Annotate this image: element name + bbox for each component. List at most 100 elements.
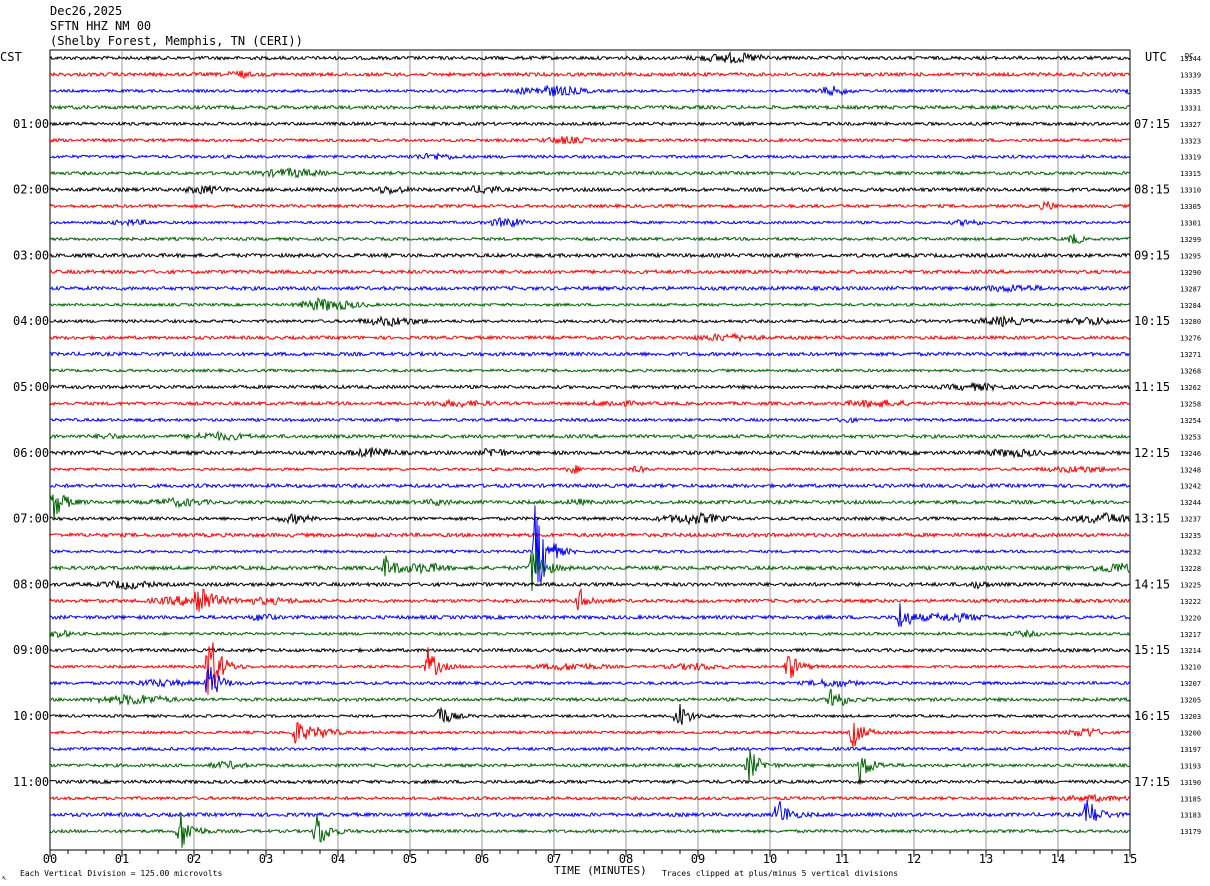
left-time-label: 09:00 [13, 643, 49, 657]
dc-value: 13210 [1180, 664, 1201, 672]
dc-value: 13287 [1180, 285, 1201, 293]
corner-mark: ↖ [2, 873, 7, 882]
right-timezone-label: UTC [1145, 50, 1167, 64]
trace-line [49, 184, 1131, 196]
header-location: (Shelby Forest, Memphis, TN (CERI)) [50, 34, 303, 48]
right-time-label: 16:15 [1134, 709, 1170, 723]
dc-value: 13214 [1180, 647, 1201, 655]
dc-value: 13323 [1180, 137, 1201, 145]
dc-value: 13319 [1180, 154, 1201, 162]
trace-line [49, 268, 1131, 276]
dc-value: 13217 [1180, 631, 1201, 639]
dc-value: 13248 [1180, 466, 1201, 474]
trace-line [49, 367, 1130, 374]
trace-line [49, 812, 1131, 848]
left-time-label: 03:00 [13, 248, 49, 262]
dc-value: 13284 [1180, 302, 1201, 310]
scale-note: Each Vertical Division = 125.00 microvol… [20, 869, 222, 878]
dc-value: 13200 [1180, 729, 1201, 737]
trace-line [49, 505, 1131, 583]
dc-value: 13246 [1180, 450, 1201, 458]
right-time-label: 15:15 [1134, 643, 1170, 657]
dc-value: 13315 [1180, 170, 1201, 178]
trace-line [49, 579, 1131, 591]
dc-header: DC [1185, 52, 1193, 60]
dc-value: 13331 [1180, 104, 1201, 112]
trace-line [49, 628, 1131, 639]
left-time-label: 10:00 [13, 709, 49, 723]
dc-value: 13225 [1180, 581, 1201, 589]
dc-value: 13290 [1180, 269, 1201, 277]
dc-value: 13244 [1180, 499, 1201, 507]
trace-line [49, 70, 1131, 80]
right-time-label: 07:15 [1134, 117, 1170, 131]
trace-line [49, 381, 1131, 393]
clip-note: Traces clipped at plus/minus 5 vertical … [662, 869, 898, 878]
dc-value: 13237 [1180, 516, 1201, 524]
right-time-label: 09:15 [1134, 248, 1170, 262]
x-tick-label: 13 [979, 852, 993, 866]
dc-value: 13197 [1180, 746, 1201, 754]
right-time-label: 17:15 [1134, 775, 1170, 789]
trace-line [49, 793, 1131, 804]
x-tick-label: 08 [619, 852, 633, 866]
trace-line [49, 283, 1131, 294]
trace-line [49, 551, 1131, 592]
dc-value: 13305 [1180, 203, 1201, 211]
trace-line [49, 799, 1131, 822]
x-ticks: 00 01 02 03 04 05 06 07 08 09 10 11 12 13 14 15 [43, 850, 1137, 866]
trace-line [49, 85, 1131, 97]
x-tick-label: 14 [1051, 852, 1065, 866]
dc-value: 13253 [1180, 433, 1201, 441]
x-tick-label: 12 [907, 852, 921, 866]
left-time-label: 07:00 [13, 512, 49, 526]
trace-line [49, 464, 1131, 475]
trace-line [49, 494, 1131, 521]
dc-value: 13222 [1180, 598, 1201, 606]
trace-line [49, 703, 1131, 725]
trace-line [49, 167, 1131, 179]
trace-line [49, 587, 1131, 612]
trace-line [49, 350, 1131, 358]
x-tick-label: 06 [475, 852, 489, 866]
trace-line [49, 217, 1131, 228]
x-tick-label: 02 [187, 852, 201, 866]
dc-value: 13185 [1180, 795, 1201, 803]
trace-line [49, 331, 1131, 343]
trace-line [49, 746, 1131, 752]
x-tick-label: 05 [403, 852, 417, 866]
trace-line [49, 447, 1131, 459]
dc-value: 13268 [1180, 368, 1201, 376]
trace-line [49, 430, 1131, 442]
dc-value: 13242 [1180, 483, 1201, 491]
dc-value: 13179 [1180, 828, 1201, 836]
dc-value: 13193 [1180, 762, 1201, 770]
x-tick-label: 09 [691, 852, 705, 866]
x-tick-label: 03 [259, 852, 273, 866]
seismic-traces [49, 50, 1131, 848]
dc-value: 13228 [1180, 565, 1201, 573]
trace-line [49, 722, 1131, 747]
left-time-label: 01:00 [13, 117, 49, 131]
trace-line [49, 667, 1131, 693]
dc-value: 13203 [1180, 713, 1201, 721]
dc-value: 13280 [1180, 318, 1201, 326]
dc-value: 13258 [1180, 400, 1201, 408]
dc-value: 13335 [1180, 88, 1201, 96]
trace-line [49, 511, 1131, 526]
x-tick-label: 10 [763, 852, 777, 866]
x-axis-label: TIME (MINUTES) [554, 864, 647, 877]
trace-line [49, 200, 1131, 210]
x-tick-label: 07 [547, 852, 561, 866]
trace-line [49, 50, 1131, 64]
trace-line [49, 398, 1131, 410]
x-tick-label: 11 [835, 852, 849, 866]
trace-line [49, 531, 1131, 539]
dc-value: 13339 [1180, 71, 1201, 79]
left-time-label: 02:00 [13, 183, 49, 197]
trace-line [49, 416, 1131, 424]
trace-line [49, 603, 1131, 627]
x-tick-label: 00 [43, 852, 57, 866]
dc-value: 13262 [1180, 384, 1201, 392]
right-time-label: 08:15 [1134, 183, 1170, 197]
